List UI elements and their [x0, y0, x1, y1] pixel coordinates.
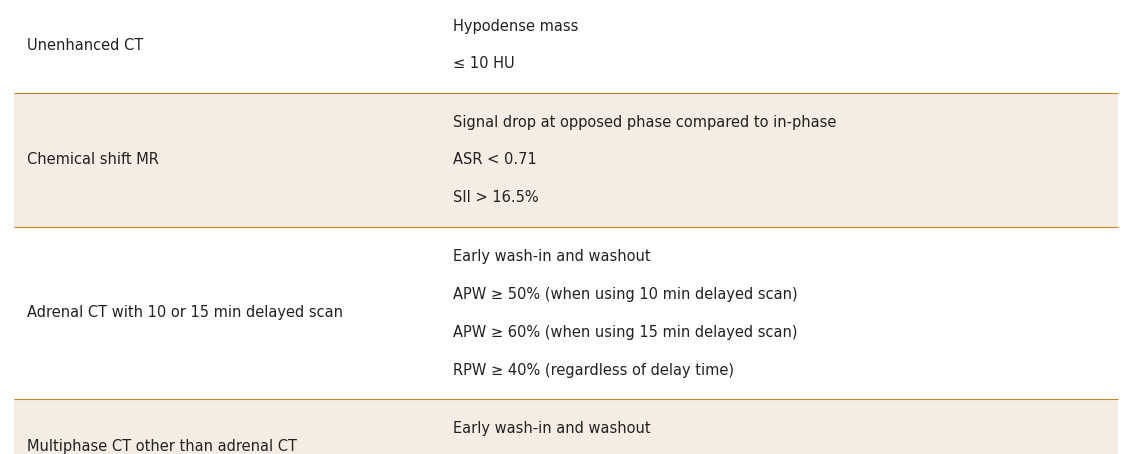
Text: Unenhanced CT: Unenhanced CT — [27, 38, 144, 53]
Text: Early wash-in and washout: Early wash-in and washout — [454, 420, 651, 435]
Bar — [14, 93, 1118, 227]
Text: Early wash-in and washout: Early wash-in and washout — [454, 248, 651, 263]
Text: APW ≥ 60% (when using 15 min delayed scan): APW ≥ 60% (when using 15 min delayed sca… — [454, 325, 798, 340]
Bar — [14, 0, 1118, 93]
Text: ASR < 0.71: ASR < 0.71 — [454, 153, 538, 168]
Text: SII > 16.5%: SII > 16.5% — [454, 191, 539, 206]
Text: Chemical shift MR: Chemical shift MR — [27, 153, 160, 168]
Text: Signal drop at opposed phase compared to in-phase: Signal drop at opposed phase compared to… — [454, 114, 837, 129]
Text: ≤ 10 HU: ≤ 10 HU — [454, 56, 515, 71]
Bar — [14, 227, 1118, 399]
Bar — [14, 399, 1118, 454]
Text: Hypodense mass: Hypodense mass — [454, 19, 578, 34]
Text: RPW ≥ 40% (regardless of delay time): RPW ≥ 40% (regardless of delay time) — [454, 362, 735, 377]
Text: Multiphase CT other than adrenal CT: Multiphase CT other than adrenal CT — [27, 439, 298, 454]
Text: Adrenal CT with 10 or 15 min delayed scan: Adrenal CT with 10 or 15 min delayed sca… — [27, 306, 343, 321]
Text: APW ≥ 50% (when using 10 min delayed scan): APW ≥ 50% (when using 10 min delayed sca… — [454, 286, 798, 301]
